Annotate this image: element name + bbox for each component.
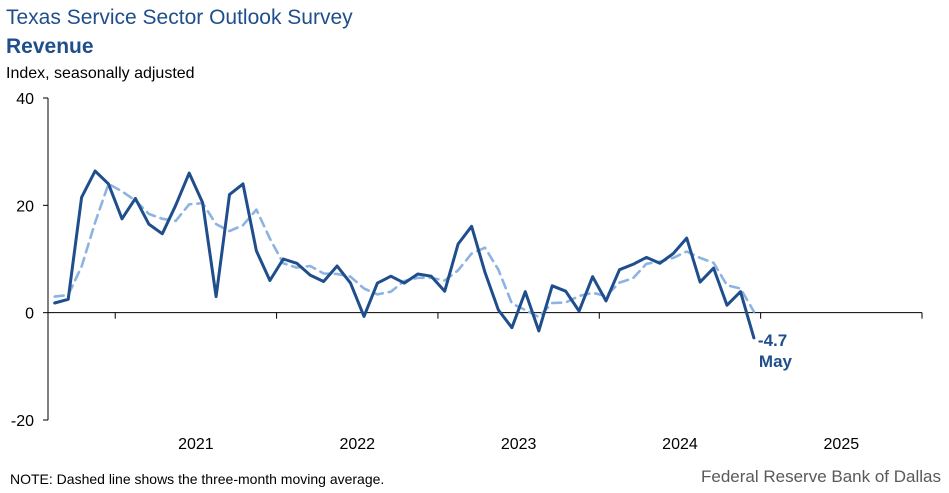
- x-tick-label: 2025: [824, 436, 860, 453]
- x-tick-label: 2021: [178, 436, 214, 453]
- footnote: NOTE: Dashed line shows the three-month …: [10, 471, 385, 487]
- moving-average-line: [53, 182, 756, 319]
- y-tick-label: 0: [25, 306, 34, 323]
- chart-tick-labels: 40 20 0 -20 2021 2022 2023 2024 2025: [11, 91, 859, 453]
- revenue-index-line: [53, 169, 756, 340]
- chart-axes: [43, 97, 923, 421]
- last-value-label: -4.7: [758, 331, 787, 350]
- y-tick-label: 20: [16, 198, 34, 215]
- x-tick-label: 2024: [662, 436, 698, 453]
- source-credit: Federal Reserve Bank of Dallas: [700, 467, 941, 486]
- y-tick-label: 40: [16, 91, 34, 108]
- y-axis-label: Index, seasonally adjusted: [6, 65, 195, 82]
- x-tick-label: 2023: [501, 436, 537, 453]
- chart-title: Texas Service Sector Outlook Survey: [6, 6, 353, 29]
- chart-series: [53, 169, 756, 340]
- last-month-label: May: [759, 352, 793, 371]
- x-tick-label: 2022: [339, 436, 375, 453]
- y-tick-label: -20: [11, 413, 34, 430]
- chart-subtitle: Revenue: [6, 35, 94, 58]
